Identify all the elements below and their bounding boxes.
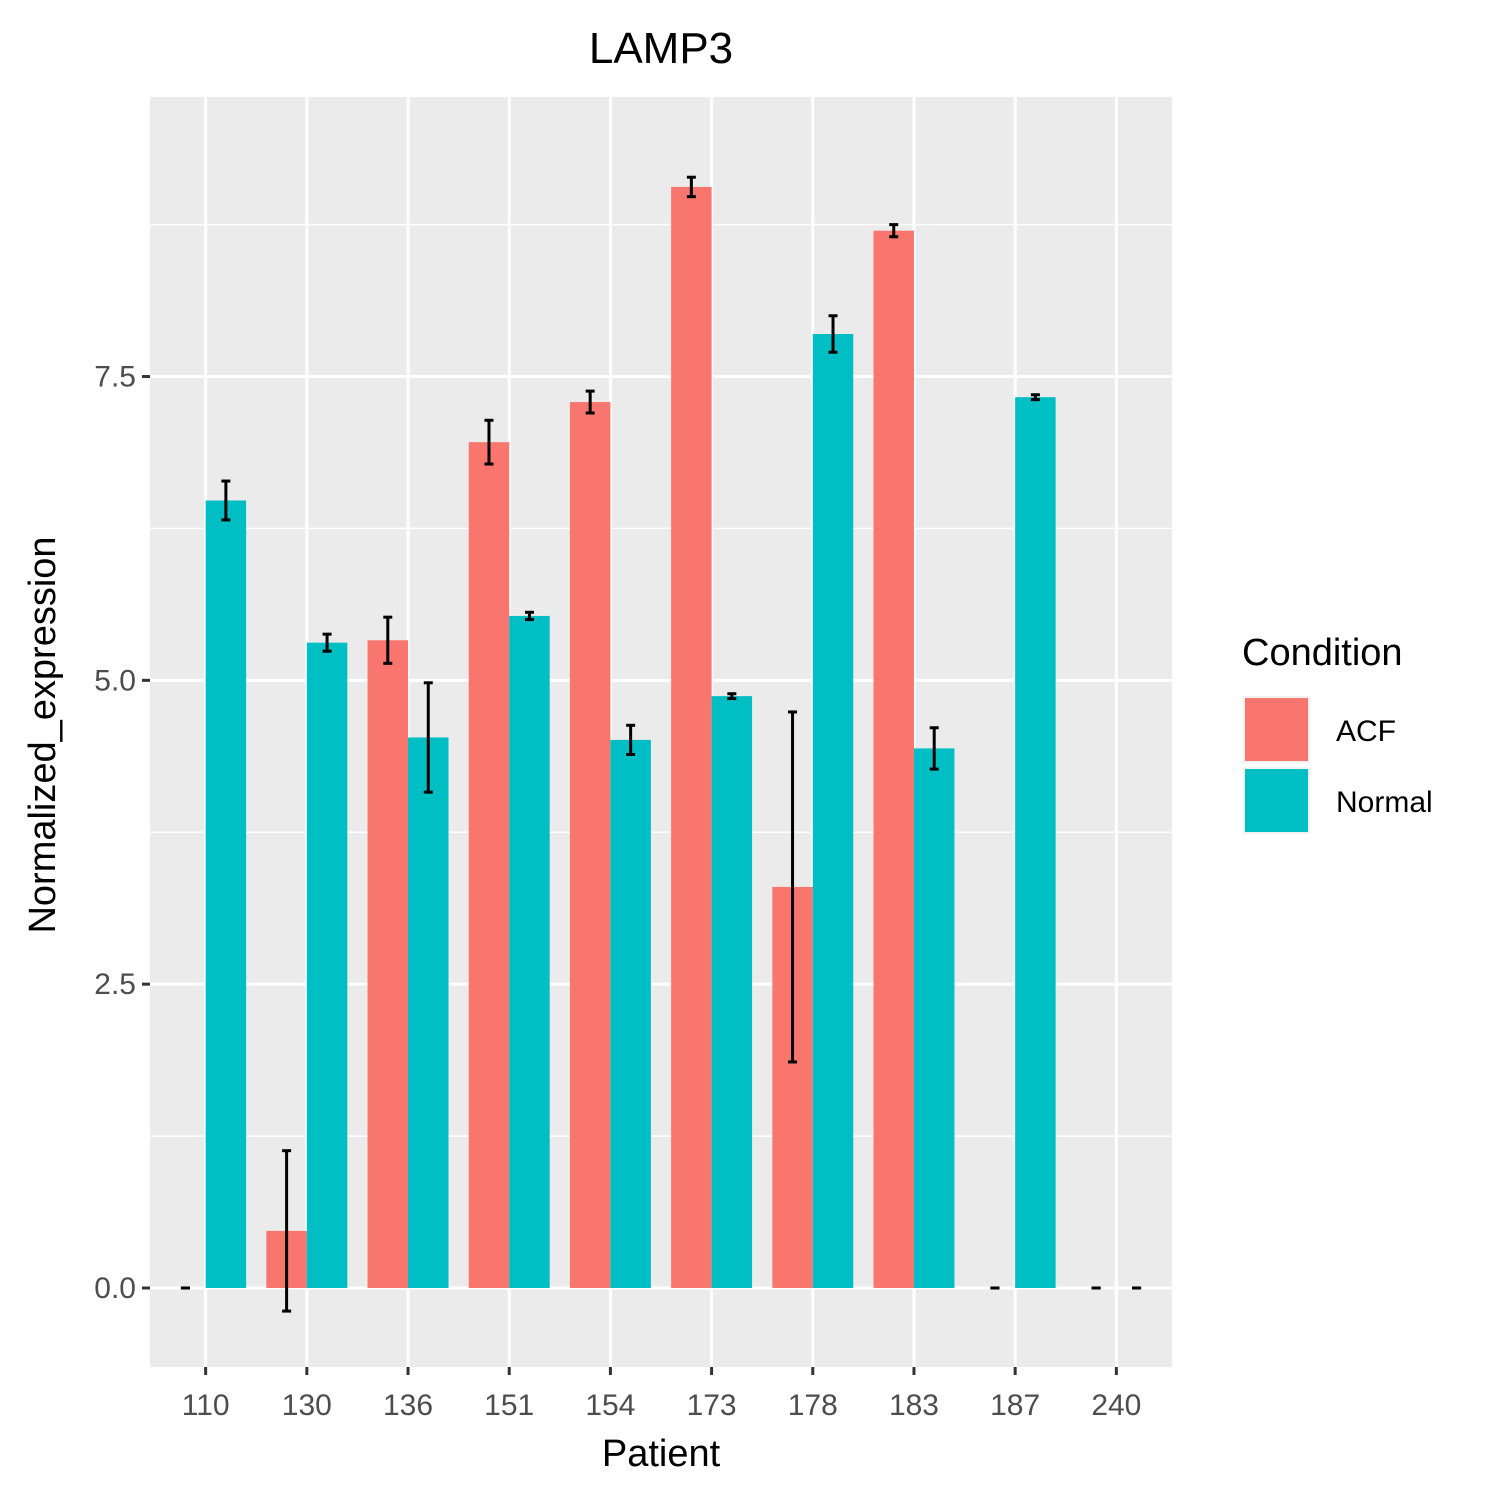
error-bar-normal-178 xyxy=(828,314,838,354)
y-tick-label: 5.0 xyxy=(94,664,136,697)
x-tick-label: 240 xyxy=(1091,1389,1141,1422)
error-bar-acf-154 xyxy=(585,389,595,415)
error-bars-layer xyxy=(180,175,1142,1313)
bar-acf-173 xyxy=(671,186,712,1289)
legend-key-acf xyxy=(1245,698,1308,761)
error-bar-normal-187 xyxy=(1030,393,1040,402)
y-axis: 0.0 2.5 5.0 7.5 xyxy=(94,361,150,1305)
x-tick-label: 183 xyxy=(889,1389,939,1422)
error-bar-acf-173 xyxy=(686,175,696,199)
bar-normal-130 xyxy=(306,642,348,1289)
bar-acf-151 xyxy=(468,442,510,1289)
error-bar-acf-130 xyxy=(282,1149,292,1313)
x-tick-label: 178 xyxy=(788,1389,838,1422)
x-tick-label: 173 xyxy=(687,1389,737,1422)
legend: Condition ACF Normal xyxy=(1242,632,1433,834)
bar-normal-183 xyxy=(913,748,955,1289)
legend-title: Condition xyxy=(1242,632,1403,674)
x-tick-label: 136 xyxy=(383,1389,433,1422)
legend-label-normal: Normal xyxy=(1336,786,1433,819)
bar-acf-183 xyxy=(873,230,914,1289)
x-tick-label: 154 xyxy=(585,1389,635,1422)
y-tick-label: 7.5 xyxy=(94,361,136,394)
bar-normal-136 xyxy=(408,737,449,1289)
x-tick-label: 151 xyxy=(484,1389,534,1422)
chart-title: LAMP3 xyxy=(589,24,733,73)
bar-acf-154 xyxy=(569,402,611,1289)
bar-normal-154 xyxy=(610,739,651,1289)
bar-normal-110 xyxy=(205,500,247,1289)
error-bar-normal-183 xyxy=(929,726,939,771)
legend-key-normal xyxy=(1245,769,1308,832)
bar-normal-178 xyxy=(812,333,854,1289)
y-tick-label: 0.0 xyxy=(94,1272,136,1305)
error-bar-acf-183 xyxy=(889,223,899,239)
bar-acf-136 xyxy=(367,640,409,1289)
error-bar-acf-178 xyxy=(788,710,798,1064)
x-tick-label: 187 xyxy=(990,1389,1040,1422)
error-bar-normal-110 xyxy=(221,479,231,522)
x-axis-title: Patient xyxy=(602,1433,721,1475)
error-bar-acf-151 xyxy=(484,418,494,466)
error-bar-normal-173 xyxy=(727,692,737,701)
error-bar-normal-130 xyxy=(322,632,332,653)
bar-normal-173 xyxy=(711,696,753,1289)
x-axis: 110 130 136 151 154 173 178 183 187 240 xyxy=(182,1367,1141,1422)
error-bar-acf-136 xyxy=(383,615,393,665)
error-bar-normal-151 xyxy=(524,610,534,622)
legend-label-acf: ACF xyxy=(1336,715,1396,748)
y-axis-title: Normalized_expression xyxy=(22,536,64,933)
y-tick-label: 2.5 xyxy=(94,968,136,1001)
bar-normal-151 xyxy=(509,615,550,1289)
error-bar-normal-154 xyxy=(626,723,636,756)
bar-normal-187 xyxy=(1015,397,1056,1289)
x-tick-label: 130 xyxy=(282,1389,332,1422)
error-bar-normal-136 xyxy=(423,681,433,794)
x-tick-label: 110 xyxy=(182,1389,230,1422)
